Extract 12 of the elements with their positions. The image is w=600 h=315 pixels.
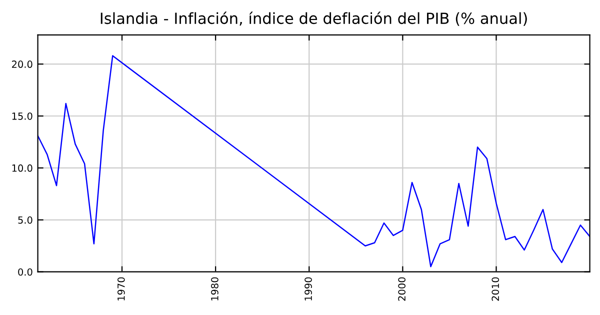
y-tick-label: 10.0 bbox=[12, 164, 32, 172]
x-tick-label: 1970 bbox=[117, 277, 125, 300]
x-tick-label: 2010 bbox=[492, 277, 500, 301]
y-tick-label: 20.0 bbox=[12, 60, 32, 68]
y-tick-label: 15.0 bbox=[12, 112, 32, 120]
chart-title: Islandia - Inflación, índice de deflación del PIB (% anual) bbox=[100, 12, 527, 26]
y-tick-label: 5.0 bbox=[18, 216, 32, 224]
x-tick-label: 1980 bbox=[211, 277, 218, 300]
x-tick-label: 1990 bbox=[304, 277, 312, 300]
y-tick-label: 0.0 bbox=[18, 268, 32, 276]
line-series bbox=[38, 55, 590, 268]
x-tick-label: 2000 bbox=[398, 277, 406, 301]
